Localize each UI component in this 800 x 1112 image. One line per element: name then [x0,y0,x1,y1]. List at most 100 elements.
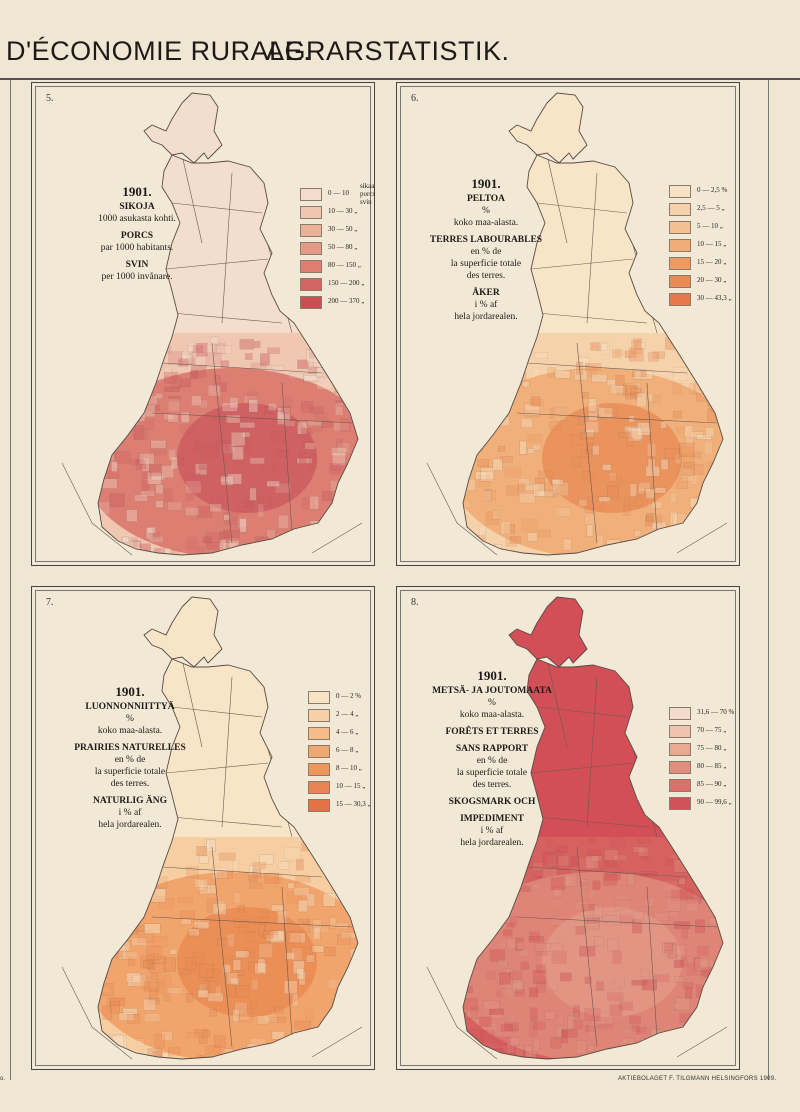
parish-cell [204,842,211,850]
parish-cell [538,529,551,538]
legend-swatch [669,203,691,216]
parish-cell [197,546,205,555]
parish-cell [231,446,244,461]
panel-title-line: % [488,698,496,708]
parish-cell [179,424,196,433]
parish-cell [198,1036,208,1044]
left-edge-mark: o. [0,1076,6,1082]
parish-cell [633,846,645,853]
parish-cell [486,489,496,501]
parish-cell [122,1007,138,1015]
parish-cell [198,964,214,978]
parish-cell [320,349,332,360]
parish-cell [223,514,231,521]
parish-cell [359,980,371,990]
parish-cell [468,552,476,555]
parish-cell [612,950,622,965]
parish-cell [623,1027,638,1034]
parish-cell [669,1036,684,1049]
parish-cell [690,474,699,486]
parish-cell [478,884,495,892]
parish-cell [616,388,628,396]
parish-cell [191,395,202,406]
parish-cell [694,1022,701,1031]
parish-cell [296,858,304,871]
parish-cell [555,845,568,853]
parish-cell [141,458,150,472]
parish-cell [335,402,344,416]
parish-cell [275,872,283,884]
parish-cell [497,959,508,967]
district-boundary [530,762,634,774]
parish-cell [674,542,691,553]
parish-cell [229,397,239,409]
district-boundary [221,172,233,324]
parish-cell [640,371,654,380]
parish-cell [663,530,675,544]
parish-cell [499,988,515,1000]
parish-cell [285,396,293,408]
parish-cell [672,367,689,381]
panel-title-line: en % de [470,247,502,257]
parish-cell [588,888,596,900]
parish-cell [197,919,210,930]
district-boundary [151,916,353,928]
parish-cell [668,946,677,958]
parish-cell [606,911,621,926]
map-panel-meadow: 7. 1901. LUONNONNIITTYÄ% koko maa-alasta. P… [31,586,375,1070]
panel-number: 6. [411,93,419,104]
parish-cell [720,447,723,455]
district-boundary [530,258,634,270]
parish-cell [170,456,178,470]
parish-cell [463,891,477,905]
parish-cell [266,480,280,487]
parish-cell [258,924,266,937]
parish-cell [352,1052,358,1059]
parish-cell [148,536,164,543]
parish-cell [245,949,255,958]
legend-swatch [669,221,691,234]
finland-outline [97,92,359,556]
parish-cell [156,849,165,861]
parish-cell [140,374,147,387]
parish-cell [693,451,702,459]
parish-cell [298,971,306,986]
parish-cell [712,535,720,548]
parish-cell [211,491,224,505]
district-boundary [171,816,283,828]
parish-cell [207,385,221,397]
district-boundary [526,866,688,878]
parish-cell [627,427,642,442]
parish-cell [143,998,156,1011]
panel-title-line: en % de [114,755,146,765]
parish-cell [317,339,325,346]
panel-title-line: i % af [474,300,498,310]
parish-cell [674,454,682,464]
parish-cell [197,989,209,998]
parish-cell [682,982,694,989]
parish-cell [187,345,197,359]
parish-cell [685,436,694,448]
parish-cell [522,381,530,388]
parish-cell [666,857,673,866]
parish-cell [303,375,319,382]
parish-cell [276,536,289,551]
finland-map-forest [426,596,728,1060]
parish-cell [295,875,311,883]
legend-item: 50 — 80 „ [300,242,380,255]
parish-cell [263,930,274,939]
parish-cell [577,417,587,425]
parish-cell [679,888,693,899]
parish-cell [637,847,649,857]
parish-cell [113,377,121,387]
legend-swatch [300,278,322,291]
panel-title-line: koko maa-alasta. [97,726,163,736]
maritime-boundary [426,462,728,556]
parish-cell [186,1032,203,1039]
parish-cell [472,552,488,555]
legend-label: 30 — 43,3 „ [697,294,732,302]
parish-cell [249,865,261,877]
panel-title-line: LUONNONNIITTYÄ [85,702,175,712]
parish-cell [167,501,182,511]
panel-title-line: SVIN [125,260,149,270]
